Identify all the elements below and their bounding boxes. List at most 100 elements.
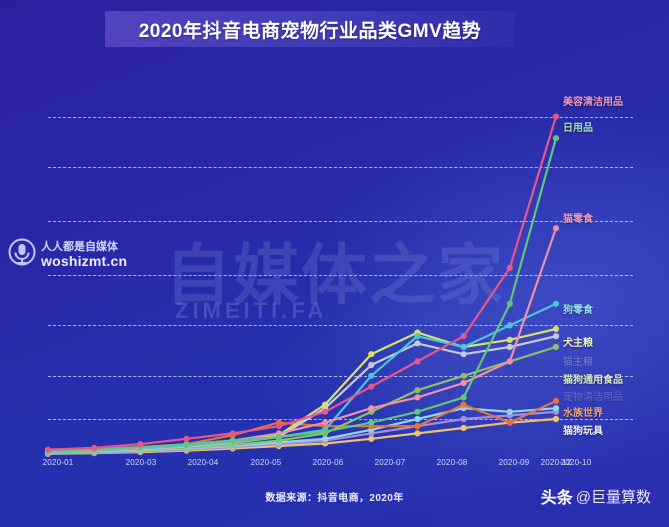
series-line — [46, 115, 558, 451]
brand-handle: @巨量算数 — [575, 488, 651, 506]
data-point — [506, 322, 513, 329]
data-point — [183, 435, 190, 442]
x-axis-tick-label: 2020-10 — [560, 458, 592, 467]
data-point — [91, 444, 98, 451]
x-axis-tick-label: 2020-08 — [436, 458, 468, 467]
gridline-0 — [48, 116, 633, 118]
data-point — [183, 441, 190, 448]
data-point — [460, 351, 467, 358]
series-endpoint-label: 猫狗通用食品 — [563, 375, 623, 386]
series-endpoint-label: 日用品 — [563, 123, 593, 134]
gridline-5 — [48, 375, 633, 377]
x-axis-tick-label: 2020-04 — [187, 458, 219, 467]
data-point — [321, 428, 329, 435]
data-point — [368, 435, 375, 442]
data-point — [460, 333, 467, 340]
data-point — [506, 419, 513, 426]
gridline-4 — [48, 325, 633, 327]
data-point — [460, 372, 467, 379]
data-point — [368, 419, 375, 426]
data-point — [460, 401, 467, 408]
x-axis-tick-label: 2020-01 — [42, 458, 74, 467]
data-point — [414, 415, 421, 423]
series-endpoint-label: 水族世界 — [563, 408, 603, 419]
series-lines — [44, 113, 560, 458]
series-endpoint-label: 猫零食 — [563, 214, 593, 225]
data-point — [321, 419, 329, 426]
series-line — [46, 302, 558, 454]
data-point — [414, 394, 421, 401]
data-point — [275, 433, 283, 441]
data-point — [460, 394, 467, 401]
data-point — [414, 430, 421, 437]
data-point — [460, 379, 467, 387]
gridline-1 — [48, 167, 633, 168]
data-point — [321, 408, 329, 415]
series-endpoint-label: 犬主粮 — [563, 338, 593, 349]
data-point — [229, 430, 236, 437]
data-point — [506, 336, 513, 343]
x-axis-tick-label: 2020-09 — [498, 458, 530, 467]
gridline-3 — [48, 275, 633, 276]
x-axis-tick-label: 2020-06 — [312, 458, 344, 467]
watermark-left: 人人都是自媒体 woshizmt.cn — [8, 238, 127, 273]
data-point — [552, 300, 560, 307]
data-point — [229, 437, 236, 444]
chart-title-banner: 2020年抖音电商宠物行业品类GMV趋势 — [105, 11, 515, 47]
data-point — [506, 358, 513, 365]
data-point — [414, 423, 421, 430]
data-point — [506, 264, 513, 271]
data-point — [552, 325, 560, 333]
gridline-2 — [48, 221, 633, 222]
publisher-brand: 头条 @巨量算数 — [541, 484, 651, 508]
footer: 数据来源：抖音电商，2020年 头条 @巨量算数 — [0, 478, 669, 527]
data-point — [552, 405, 560, 412]
data-point — [368, 361, 375, 369]
data-point — [368, 351, 375, 358]
data-point — [414, 340, 421, 347]
data-point — [275, 423, 283, 430]
data-point — [414, 358, 421, 365]
watermark-url-text: woshizmt.cn — [41, 252, 128, 269]
data-point — [552, 397, 560, 405]
x-axis-tick-label: 2020-07 — [374, 458, 406, 467]
data-point — [368, 372, 375, 379]
data-point — [460, 343, 467, 351]
data-point — [414, 408, 421, 415]
data-point — [137, 441, 144, 448]
data-source-note: 数据来源：抖音电商，2020年 — [265, 493, 404, 504]
x-axis: 2020-01 2020-03 2020-04 2020-05 2020-06 2020-… — [0, 458, 669, 474]
data-point — [506, 343, 513, 351]
data-point — [506, 408, 513, 415]
series-endpoint-label: 宠物清洁用品 — [563, 392, 623, 403]
data-point — [321, 435, 329, 442]
page-title: 2020年抖音电商宠物行业品类GMV趋势 — [138, 20, 482, 42]
gridline-6 — [48, 419, 633, 420]
series-endpoint-label: 美容清洁用品 — [563, 97, 623, 108]
brand-name: 头条 — [540, 490, 573, 507]
data-point — [552, 225, 560, 232]
series-endpoint-label: 猫狗玩具 — [563, 426, 603, 437]
data-point — [460, 424, 467, 432]
x-axis-tick-label: 2020-03 — [125, 458, 157, 467]
series-endpoint-label: 猫主粮 — [563, 357, 593, 368]
data-point — [368, 405, 375, 412]
data-point — [552, 333, 560, 340]
data-point — [414, 387, 421, 394]
data-point — [552, 343, 560, 351]
x-axis-tick-label: 2020-05 — [250, 458, 282, 467]
data-point — [44, 446, 52, 453]
data-point — [460, 415, 467, 423]
watermark-brand-text: 人人都是自媒体 — [41, 241, 118, 254]
series-endpoint-label: 狗零食 — [563, 305, 593, 316]
microphone-icon — [8, 238, 36, 273]
x-axis-tick-label: 2020-12 — [540, 458, 572, 467]
data-point — [552, 113, 560, 120]
data-point — [506, 300, 513, 307]
data-point — [552, 415, 560, 423]
data-point — [368, 383, 375, 390]
series-line — [46, 137, 558, 452]
data-point — [552, 135, 560, 142]
data-point — [321, 401, 329, 408]
